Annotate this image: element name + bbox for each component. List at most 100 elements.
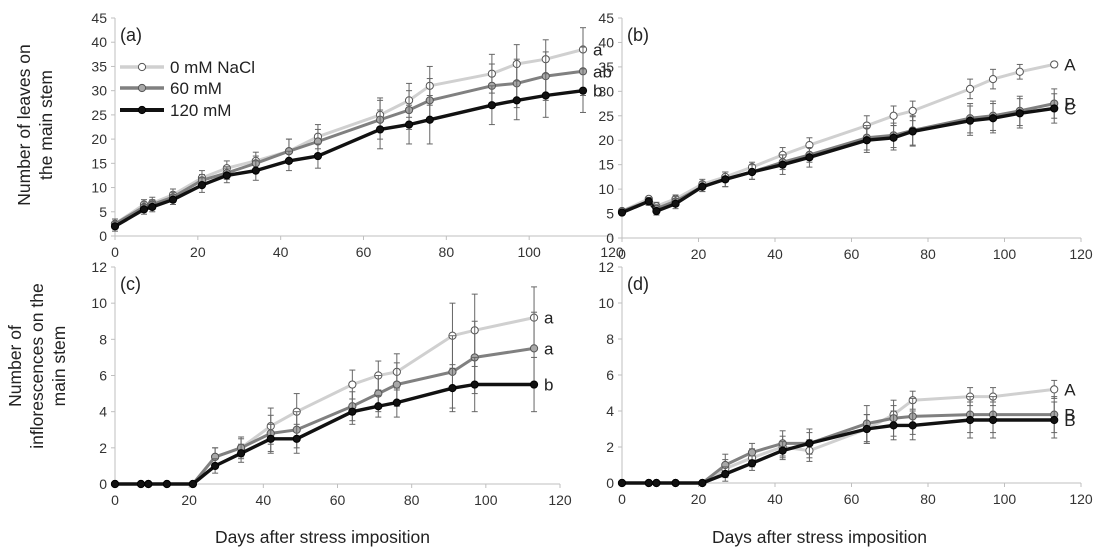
x-tick-label: 80 — [439, 244, 455, 260]
y-axis-label-inflorescences-line1: Number of — [5, 325, 25, 407]
data-point — [348, 380, 357, 389]
series-line — [114, 48, 584, 226]
legend-label: 60 mM — [170, 79, 222, 98]
data-point — [889, 133, 898, 142]
series-1: B — [617, 396, 1076, 488]
x-tick-label: 80 — [404, 492, 420, 508]
data-point — [529, 344, 539, 353]
data-point — [425, 115, 434, 124]
y-tick-label: 25 — [598, 108, 614, 124]
data-point — [778, 446, 787, 455]
y-tick-label: 2 — [99, 440, 107, 456]
data-point — [778, 160, 787, 169]
data-point — [721, 469, 730, 479]
legend-swatch-marker — [137, 105, 147, 115]
series-line — [622, 413, 1055, 485]
y-tick-label: 5 — [606, 206, 614, 222]
significance-letter: B — [1064, 406, 1075, 425]
y-axis-label-leaves-line2: the main stem — [36, 70, 56, 180]
y-axis-label-leaves: Number of leaves on the main stem — [13, 15, 57, 235]
y-tick-label: 30 — [598, 83, 614, 99]
x-tick-label: 60 — [844, 246, 860, 262]
x-tick-label: 60 — [330, 492, 346, 508]
significance-letter: C — [1064, 99, 1076, 118]
series-line — [114, 89, 584, 228]
data-point — [965, 415, 975, 425]
x-tick-label: 100 — [474, 492, 498, 508]
legend-item: 60 mM — [120, 79, 222, 98]
data-point — [470, 380, 479, 389]
significance-letter: a — [593, 40, 603, 59]
significance-letter: B — [1064, 411, 1075, 430]
data-point — [284, 156, 294, 166]
x-tick-label: 0 — [111, 492, 119, 508]
data-point — [805, 439, 814, 448]
y-tick-label: 10 — [91, 180, 107, 196]
x-axis-label-right: Days after stress imposition — [712, 527, 927, 547]
y-tick-label: 12 — [598, 259, 614, 275]
legend: 0 mM NaCl 60 mM 120 mM — [120, 58, 255, 120]
panel-label: (b) — [627, 25, 649, 45]
data-point — [236, 449, 246, 458]
x-tick-label: 120 — [548, 492, 572, 508]
data-point — [988, 75, 998, 84]
x-tick-label: 20 — [691, 246, 707, 262]
series-1: a — [110, 311, 554, 489]
y-tick-label: 30 — [91, 83, 107, 99]
x-tick-label: 60 — [356, 244, 372, 260]
series-line — [115, 316, 535, 486]
data-point — [617, 478, 627, 488]
data-point — [652, 478, 661, 488]
data-point — [251, 166, 260, 175]
data-point — [747, 448, 757, 457]
legend-swatch-marker — [137, 62, 147, 72]
data-point — [1050, 415, 1059, 425]
data-point — [392, 380, 401, 389]
data-point — [541, 91, 550, 100]
significance-letter: ab — [593, 62, 612, 81]
y-tick-label: 8 — [606, 331, 614, 347]
data-point — [1015, 109, 1024, 118]
data-point — [698, 478, 707, 488]
series-0: a — [110, 286, 554, 489]
legend-label: 0 mM NaCl — [170, 58, 255, 77]
data-point — [110, 479, 120, 489]
data-point — [292, 434, 301, 443]
data-point — [862, 136, 871, 145]
data-point — [222, 171, 231, 180]
y-tick-label: 10 — [598, 181, 614, 197]
data-point — [313, 151, 323, 161]
x-tick-label: 80 — [920, 491, 936, 507]
y-tick-label: 15 — [598, 157, 614, 173]
data-point — [404, 120, 414, 129]
y-tick-label: 4 — [606, 403, 614, 419]
y-tick-label: 35 — [91, 58, 107, 74]
data-point — [908, 106, 917, 115]
legend-item: 0 mM NaCl — [120, 58, 255, 77]
x-tick-label: 100 — [517, 244, 541, 260]
series-line — [621, 62, 1055, 213]
panel-label: (a) — [120, 25, 142, 45]
series-2: b — [110, 68, 602, 232]
significance-letter: A — [1064, 380, 1076, 399]
y-axis-label-leaves-line1: Number of leaves on — [14, 44, 34, 206]
y-tick-label: 45 — [598, 10, 614, 26]
data-point — [644, 478, 653, 488]
y-axis-label-inflorescences-line3: main stem — [49, 325, 69, 407]
data-point — [721, 175, 730, 184]
data-point — [988, 415, 998, 425]
y-tick-label: 45 — [91, 10, 107, 26]
x-tick-label: 120 — [1069, 246, 1093, 262]
series-2: C — [617, 93, 1077, 217]
panel-label: (d) — [627, 274, 649, 294]
data-point — [266, 434, 275, 443]
data-point — [578, 86, 588, 95]
data-point — [747, 459, 757, 468]
significance-letter: b — [544, 376, 553, 395]
x-tick-label: 120 — [1069, 491, 1093, 507]
data-point — [617, 208, 627, 217]
x-tick-label: 80 — [920, 246, 936, 262]
